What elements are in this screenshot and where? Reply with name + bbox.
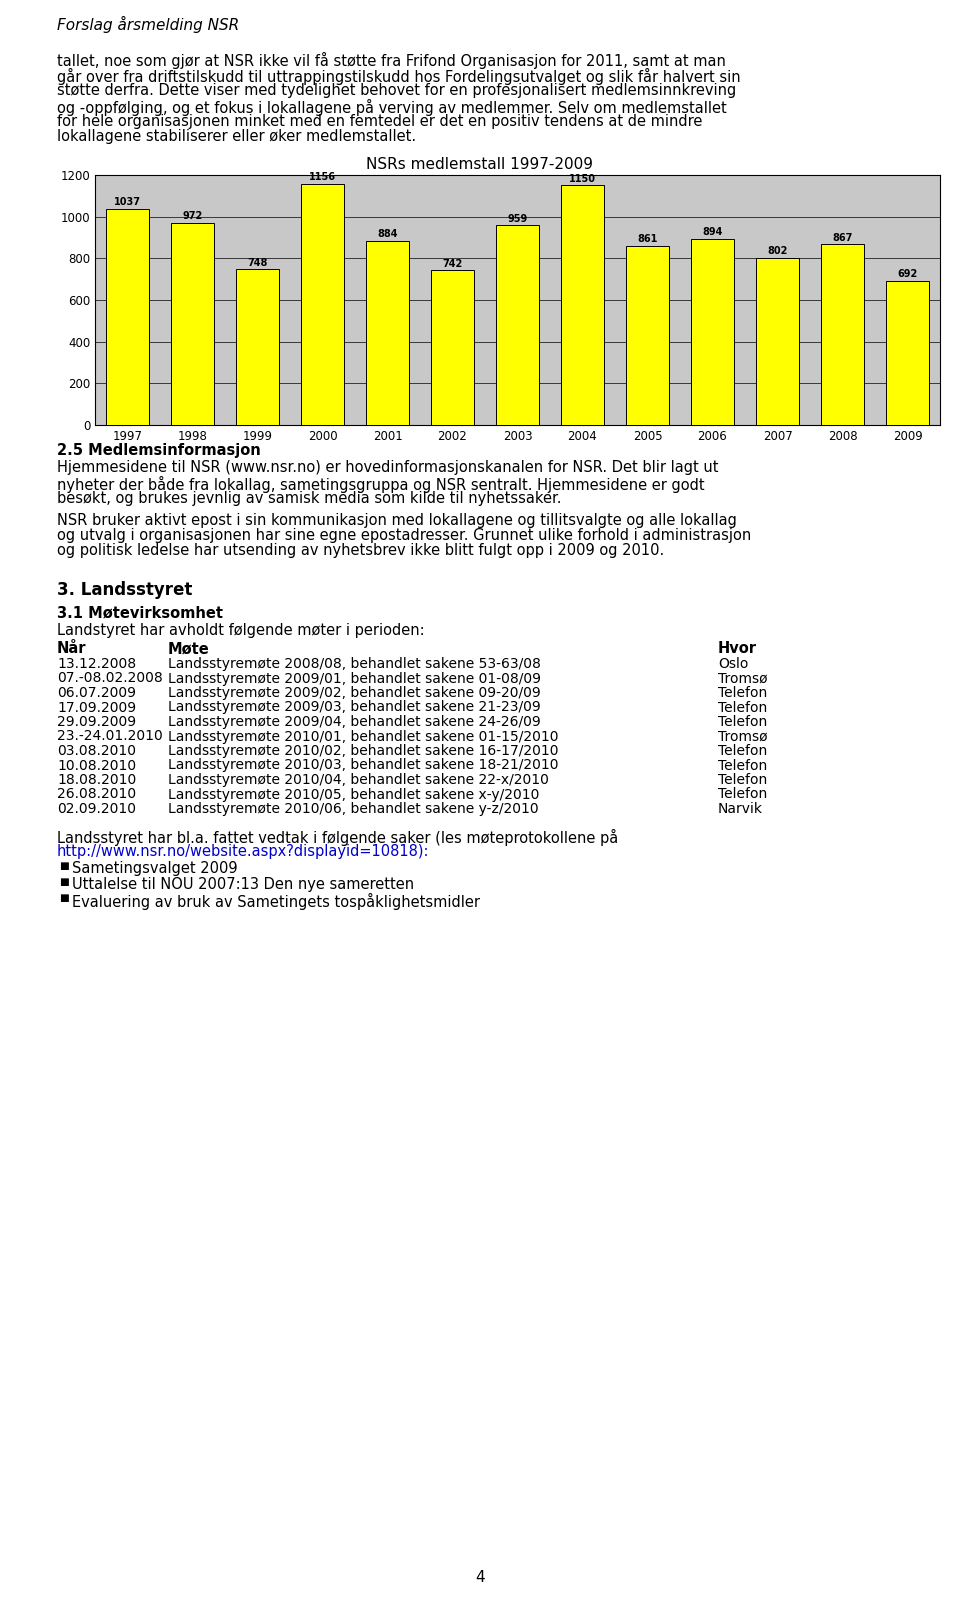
Text: ■: ■ — [59, 893, 69, 903]
Text: Hjemmesidene til NSR (www.nsr.no) er hovedinformasjonskanalen for NSR. Det blir : Hjemmesidene til NSR (www.nsr.no) er hov… — [57, 460, 718, 475]
Text: Landsstyremøte 2010/04, behandlet sakene 22-x/2010: Landsstyremøte 2010/04, behandlet sakene… — [168, 773, 549, 786]
Text: tallet, noe som gjør at NSR ikke vil få støtte fra Frifond Organisasjon for 2011: tallet, noe som gjør at NSR ikke vil få … — [57, 53, 726, 69]
Text: Sametingsvalget 2009: Sametingsvalget 2009 — [72, 861, 238, 876]
Text: NSRs medlemstall 1997-2009: NSRs medlemstall 1997-2009 — [367, 157, 593, 173]
Text: 23.-24.01.2010: 23.-24.01.2010 — [57, 730, 163, 743]
Text: Landsstyremøte 2008/08, behandlet sakene 53-63/08: Landsstyremøte 2008/08, behandlet sakene… — [168, 657, 540, 671]
Bar — [756, 257, 799, 425]
Bar — [431, 270, 473, 425]
Text: og -oppfølging, og et fokus i lokallagene på verving av medlemmer. Selv om medle: og -oppfølging, og et fokus i lokallagen… — [57, 99, 727, 115]
Text: 06.07.2009: 06.07.2009 — [57, 686, 136, 700]
Text: 18.08.2010: 18.08.2010 — [57, 773, 136, 786]
Text: 4: 4 — [475, 1569, 485, 1585]
Text: 867: 867 — [832, 233, 852, 243]
Text: 972: 972 — [182, 211, 203, 221]
Bar — [691, 238, 733, 425]
Text: 03.08.2010: 03.08.2010 — [57, 745, 136, 757]
Text: Landsstyret har bl.a. fattet vedtak i følgende saker (les møteprotokollene på: Landsstyret har bl.a. fattet vedtak i fø… — [57, 828, 618, 845]
Bar — [236, 268, 278, 425]
Text: besøkt, og brukes jevnlig av samisk media som kilde til nyhetssaker.: besøkt, og brukes jevnlig av samisk medi… — [57, 491, 562, 507]
Text: og politisk ledelse har utsending av nyhetsbrev ikke blitt fulgt opp i 2009 og 2: og politisk ledelse har utsending av nyh… — [57, 543, 664, 558]
Text: går over fra driftstilskudd til uttrappingstilskudd hos Fordelingsutvalget og sl: går over fra driftstilskudd til uttrappi… — [57, 67, 740, 85]
Bar — [626, 246, 668, 425]
Text: 10.08.2010: 10.08.2010 — [57, 759, 136, 772]
Text: 3.1 Møtevirksomhet: 3.1 Møtevirksomhet — [57, 606, 223, 622]
Text: Telefon: Telefon — [718, 773, 767, 786]
Text: Tromsø: Tromsø — [718, 730, 768, 743]
Bar — [107, 209, 149, 425]
Text: for hele organisasjonen minket med en femtedel er det en positiv tendens at de m: for hele organisasjonen minket med en fe… — [57, 113, 703, 129]
Text: Landsstyremøte 2009/04, behandlet sakene 24-26/09: Landsstyremøte 2009/04, behandlet sakene… — [168, 714, 540, 729]
Text: 13.12.2008: 13.12.2008 — [57, 657, 136, 671]
Text: Hvor: Hvor — [718, 641, 757, 657]
Text: Landsstyremøte 2009/03, behandlet sakene 21-23/09: Landsstyremøte 2009/03, behandlet sakene… — [168, 700, 540, 714]
Text: Landsstyremøte 2010/01, behandlet sakene 01-15/2010: Landsstyremøte 2010/01, behandlet sakene… — [168, 730, 559, 743]
Text: Landsstyremøte 2010/06, behandlet sakene y-z/2010: Landsstyremøte 2010/06, behandlet sakene… — [168, 802, 539, 817]
Text: http://www.nsr.no/website.aspx?displayid=10818):: http://www.nsr.no/website.aspx?displayid… — [57, 844, 429, 860]
Text: 748: 748 — [248, 257, 268, 267]
Text: Forslag årsmelding NSR: Forslag årsmelding NSR — [57, 16, 239, 34]
Bar — [301, 184, 344, 425]
Text: ■: ■ — [59, 877, 69, 887]
Text: Landsstyremøte 2010/05, behandlet sakene x-y/2010: Landsstyremøte 2010/05, behandlet sakene… — [168, 788, 540, 802]
Text: 1037: 1037 — [114, 197, 141, 208]
Text: Når: Når — [57, 641, 86, 657]
Text: 07.-08.02.2008: 07.-08.02.2008 — [57, 671, 163, 686]
Bar — [496, 225, 539, 425]
Bar — [886, 281, 928, 425]
Bar — [822, 244, 864, 425]
Text: 861: 861 — [637, 233, 658, 244]
Text: Tromsø: Tromsø — [718, 671, 768, 686]
Text: lokallagene stabiliserer eller øker medlemstallet.: lokallagene stabiliserer eller øker medl… — [57, 129, 416, 144]
Text: Telefon: Telefon — [718, 745, 767, 757]
Text: 802: 802 — [767, 246, 788, 256]
Bar — [172, 222, 214, 425]
Text: Evaluering av bruk av Sametingets tospåklighetsmidler: Evaluering av bruk av Sametingets tospåk… — [72, 893, 480, 909]
Text: 894: 894 — [703, 227, 723, 237]
Text: 29.09.2009: 29.09.2009 — [57, 714, 136, 729]
Text: Landsstyremøte 2009/01, behandlet sakene 01-08/09: Landsstyremøte 2009/01, behandlet sakene… — [168, 671, 541, 686]
Text: Telefon: Telefon — [718, 714, 767, 729]
Text: 692: 692 — [898, 268, 918, 280]
Text: 1150: 1150 — [569, 174, 596, 184]
Bar — [562, 185, 604, 425]
Text: nyheter der både fra lokallag, sametingsgruppa og NSR sentralt. Hjemmesidene er : nyheter der både fra lokallag, sametings… — [57, 476, 705, 492]
Text: Telefon: Telefon — [718, 788, 767, 802]
Text: 2.5 Medlemsinformasjon: 2.5 Medlemsinformasjon — [57, 443, 261, 459]
Text: støtte derfra. Dette viser med tydelighet behovet for en profesjonalisert medlem: støtte derfra. Dette viser med tydelighe… — [57, 83, 736, 97]
Text: Uttalelse til NOU 2007:13 Den nye sameretten: Uttalelse til NOU 2007:13 Den nye samere… — [72, 877, 414, 892]
Text: og utvalg i organisasjonen har sine egne epostadresser. Grunnet ulike forhold i : og utvalg i organisasjonen har sine egne… — [57, 527, 752, 543]
Text: Møte: Møte — [168, 641, 209, 657]
Text: 884: 884 — [377, 229, 397, 240]
Text: 1156: 1156 — [309, 173, 336, 182]
Text: Landsstyremøte 2010/03, behandlet sakene 18-21/2010: Landsstyremøte 2010/03, behandlet sakene… — [168, 759, 559, 772]
Text: Landsstyremøte 2009/02, behandlet sakene 09-20/09: Landsstyremøte 2009/02, behandlet sakene… — [168, 686, 540, 700]
Text: 3. Landsstyret: 3. Landsstyret — [57, 582, 192, 599]
Text: 742: 742 — [443, 259, 463, 268]
Text: 02.09.2010: 02.09.2010 — [57, 802, 136, 817]
Text: 26.08.2010: 26.08.2010 — [57, 788, 136, 802]
Text: Telefon: Telefon — [718, 700, 767, 714]
Text: NSR bruker aktivt epost i sin kommunikasjon med lokallagene og tillitsvalgte og : NSR bruker aktivt epost i sin kommunikas… — [57, 513, 737, 527]
Bar — [367, 241, 409, 425]
Text: Narvik: Narvik — [718, 802, 763, 817]
Text: Landsstyremøte 2010/02, behandlet sakene 16-17/2010: Landsstyremøte 2010/02, behandlet sakene… — [168, 745, 559, 757]
Text: 959: 959 — [508, 214, 528, 224]
Text: Landstyret har avholdt følgende møter i perioden:: Landstyret har avholdt følgende møter i … — [57, 623, 424, 638]
Text: Oslo: Oslo — [718, 657, 749, 671]
Text: ■: ■ — [59, 861, 69, 871]
Text: 17.09.2009: 17.09.2009 — [57, 700, 136, 714]
Text: Telefon: Telefon — [718, 759, 767, 772]
Text: Telefon: Telefon — [718, 686, 767, 700]
